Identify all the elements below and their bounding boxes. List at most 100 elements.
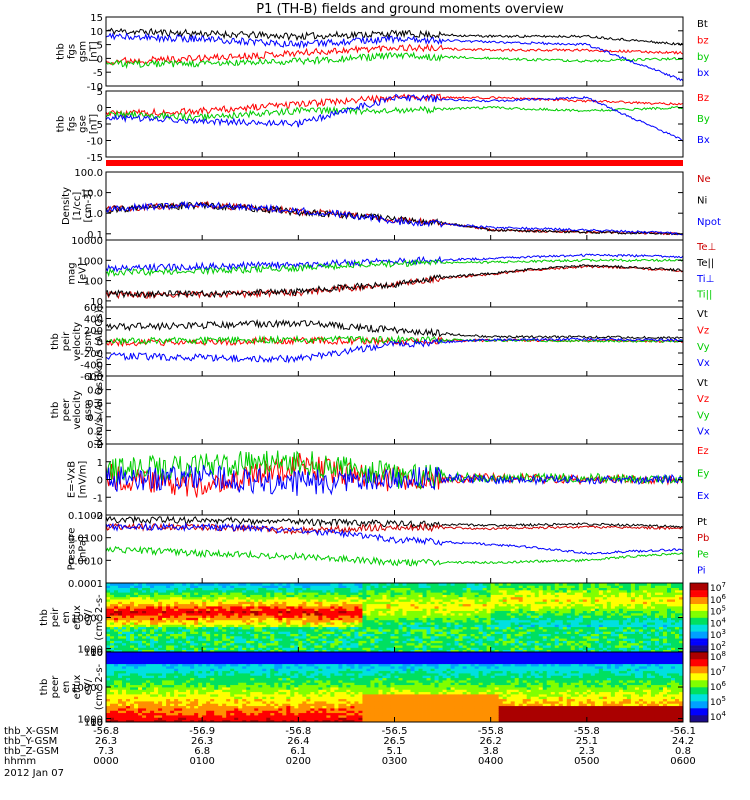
spectrogram-cell bbox=[238, 626, 243, 630]
spectrogram-cell bbox=[230, 617, 235, 621]
spectrogram-cell bbox=[130, 689, 135, 693]
spectrogram-cell bbox=[294, 619, 299, 623]
spectrogram-cell bbox=[130, 610, 135, 614]
spectrogram-cell bbox=[406, 601, 411, 605]
spectrogram-cell bbox=[166, 585, 171, 588]
spectrogram-cell bbox=[474, 603, 480, 607]
spectrogram-cell bbox=[594, 619, 600, 623]
spectrogram-cell bbox=[434, 587, 439, 591]
spectrogram-cell bbox=[262, 610, 267, 614]
spectrogram-cell bbox=[202, 587, 207, 591]
spectrogram-cell bbox=[550, 647, 556, 651]
spectrogram-cell bbox=[390, 606, 395, 609]
spectrogram-cell bbox=[406, 631, 411, 634]
spectrogram-cell bbox=[442, 642, 447, 646]
spectrogram-cell bbox=[494, 601, 500, 605]
ylabel-peir-eflux: peir bbox=[50, 607, 61, 627]
spectrogram-cell bbox=[134, 626, 139, 630]
spectrogram-cell bbox=[110, 694, 115, 697]
spectrogram-cell bbox=[674, 589, 680, 593]
ytick-label: 200 bbox=[84, 326, 103, 337]
spectrogram-cell bbox=[310, 629, 315, 632]
spectrogram-cell bbox=[134, 682, 139, 686]
spectrogram-cell bbox=[138, 701, 143, 704]
spectrogram-cell bbox=[282, 615, 287, 618]
legend-entry: Bx bbox=[697, 135, 710, 146]
spectrogram-cell bbox=[402, 631, 407, 634]
ylabel-peer-velocity: peer bbox=[61, 398, 72, 422]
spectrogram-cell bbox=[342, 610, 347, 614]
spectrogram-cell bbox=[406, 638, 411, 641]
spectrogram-cell bbox=[622, 592, 628, 595]
spectrogram-cell bbox=[438, 638, 443, 641]
spectrogram-cell bbox=[486, 594, 492, 598]
spectrogram-cell bbox=[650, 610, 656, 614]
spectrogram-cell bbox=[590, 587, 596, 591]
spectrogram-cell bbox=[206, 603, 211, 607]
panel-frame bbox=[105, 16, 684, 87]
spectrogram-cell bbox=[110, 717, 115, 721]
spectrogram-cell bbox=[286, 635, 291, 639]
colorbar-step bbox=[690, 650, 708, 653]
spectrogram-cell bbox=[210, 631, 215, 634]
spectrogram-cell bbox=[402, 589, 407, 593]
spectrogram-cell bbox=[378, 635, 383, 639]
spectrogram-cell bbox=[670, 649, 676, 653]
spectrogram-cell bbox=[518, 647, 524, 651]
spectrogram-cell bbox=[442, 635, 447, 639]
spectrogram-cell bbox=[122, 701, 127, 704]
spectrogram-cell bbox=[450, 638, 456, 641]
spectrogram-cell bbox=[306, 601, 311, 605]
spectrogram-cell bbox=[362, 633, 367, 637]
ytick-label: 0.0100 bbox=[68, 534, 103, 545]
spectrogram-cell bbox=[666, 610, 672, 614]
spectrogram-cell bbox=[366, 592, 371, 595]
spectrogram-cell bbox=[110, 606, 115, 609]
spectrogram-cell bbox=[154, 587, 159, 591]
spectrogram-cell bbox=[390, 622, 395, 625]
spectrogram-cell bbox=[402, 626, 407, 630]
spectrogram-cell bbox=[462, 649, 468, 653]
spectrogram-cell bbox=[454, 645, 460, 648]
spectrogram-cell bbox=[122, 654, 127, 658]
spectrogram-cell bbox=[274, 640, 279, 644]
spectrogram-cell bbox=[138, 587, 143, 591]
spectrogram-cell bbox=[350, 583, 355, 586]
spectrogram-cell bbox=[630, 626, 636, 630]
spectrogram-cell bbox=[402, 633, 407, 637]
spectrogram-cell bbox=[398, 587, 403, 591]
spectrogram-cell bbox=[674, 645, 680, 648]
spectrogram-cell bbox=[430, 645, 435, 648]
ytick-label: -5 bbox=[93, 68, 103, 79]
spectrogram-cell bbox=[626, 612, 632, 616]
spectrogram-cell bbox=[602, 599, 608, 602]
ytick-label: 0 bbox=[97, 476, 103, 487]
spectrogram-cell bbox=[598, 624, 604, 628]
spectrogram-cell bbox=[510, 606, 516, 609]
spectrogram-cell bbox=[594, 594, 600, 598]
spectrogram-cell bbox=[106, 601, 111, 605]
spectrogram-cell bbox=[130, 640, 135, 644]
spectrogram-cell bbox=[118, 689, 123, 693]
spectrogram-cell bbox=[574, 608, 580, 611]
spectrogram-cell bbox=[254, 645, 259, 648]
spectrogram-cell bbox=[402, 638, 407, 641]
spectrogram-cell bbox=[178, 594, 183, 598]
spectrogram-cell bbox=[490, 617, 496, 621]
spectrogram-cell bbox=[618, 622, 624, 625]
spectrogram-cell bbox=[166, 649, 171, 653]
series-line-by bbox=[105, 51, 684, 70]
spectrogram-cell bbox=[538, 645, 544, 648]
spectrogram-cell bbox=[294, 601, 299, 605]
spectrogram-cell bbox=[294, 615, 299, 618]
spectrogram-cell bbox=[398, 601, 403, 605]
spectrogram-cell bbox=[118, 631, 123, 634]
spectrogram-cell bbox=[178, 617, 183, 621]
spectrogram-cell bbox=[182, 640, 187, 644]
spectrogram-cell bbox=[530, 583, 536, 586]
spectrogram-cell bbox=[406, 624, 411, 628]
spectrogram-cell bbox=[238, 612, 243, 616]
spectrogram-cell bbox=[138, 642, 143, 646]
spectrogram-cell bbox=[394, 610, 399, 614]
spectrogram-cell bbox=[134, 606, 139, 609]
